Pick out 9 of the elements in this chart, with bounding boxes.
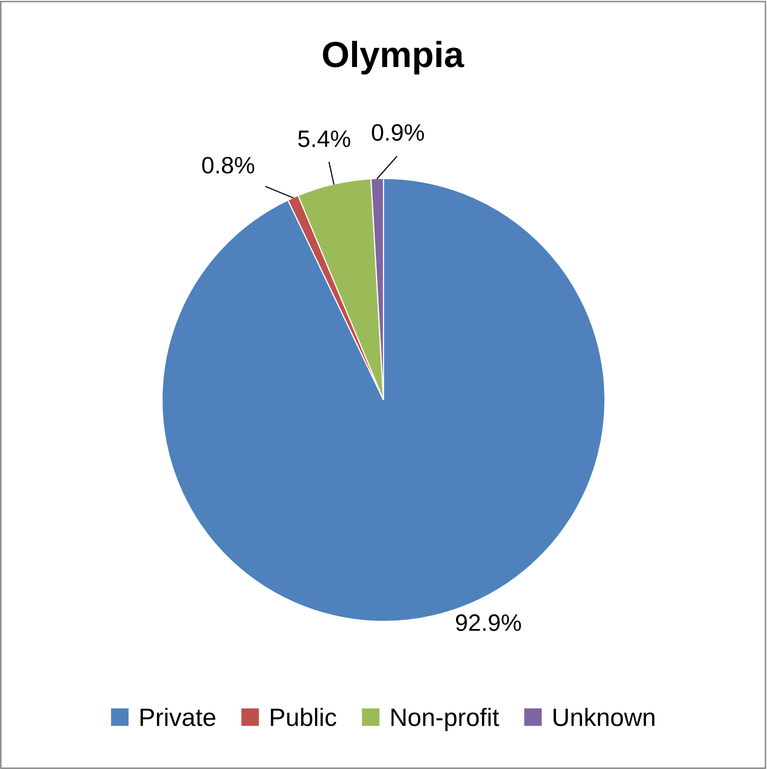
- chart-title: Olympia: [322, 40, 464, 75]
- data-label: 0.8%: [202, 156, 254, 174]
- legend-label: Unknown: [554, 708, 654, 726]
- legend-label: Private: [140, 708, 216, 726]
- legend-label: Public: [270, 708, 336, 726]
- data-label: 92.9%: [456, 614, 521, 632]
- data-label: 0.9%: [372, 124, 424, 141]
- legend-label: Non-profit: [392, 708, 500, 732]
- data-label: 5.4%: [298, 130, 350, 148]
